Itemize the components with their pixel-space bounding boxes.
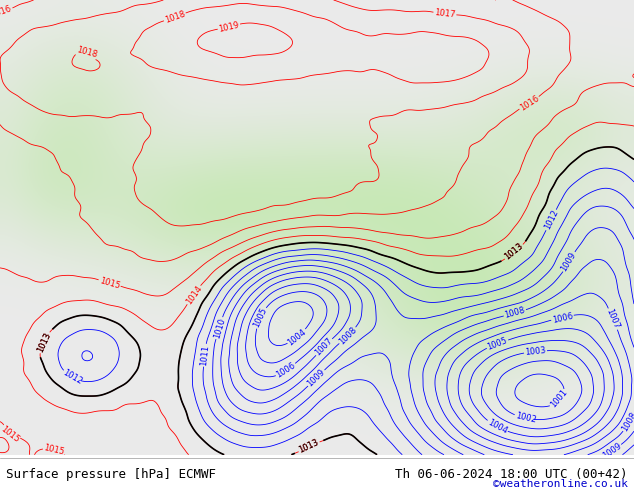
Text: 1003: 1003 xyxy=(524,346,547,357)
Text: 1008: 1008 xyxy=(337,325,359,346)
Text: 1008: 1008 xyxy=(503,306,526,320)
Text: 1002: 1002 xyxy=(514,412,537,425)
Text: 1015: 1015 xyxy=(0,424,20,444)
Text: 1013: 1013 xyxy=(36,331,53,354)
Text: 1005: 1005 xyxy=(252,306,269,329)
Text: 1013: 1013 xyxy=(36,331,53,354)
Text: 1009: 1009 xyxy=(560,250,578,273)
Text: 1015: 1015 xyxy=(43,443,65,457)
Text: 1006: 1006 xyxy=(551,311,574,324)
Text: 1004: 1004 xyxy=(286,327,308,347)
Text: 1013: 1013 xyxy=(503,242,525,262)
Text: 1015: 1015 xyxy=(98,276,121,290)
Text: 1001: 1001 xyxy=(548,388,569,410)
Text: ©weatheronline.co.uk: ©weatheronline.co.uk xyxy=(493,479,628,489)
Text: 1019: 1019 xyxy=(218,21,240,34)
Text: 1009: 1009 xyxy=(306,368,327,389)
Text: Th 06-06-2024 18:00 UTC (00+42): Th 06-06-2024 18:00 UTC (00+42) xyxy=(395,468,628,481)
Text: 1014: 1014 xyxy=(184,284,204,306)
Text: 1017: 1017 xyxy=(434,8,456,19)
Text: 1013: 1013 xyxy=(297,438,321,455)
Text: Surface pressure [hPa] ECMWF: Surface pressure [hPa] ECMWF xyxy=(6,468,216,481)
Text: 1018: 1018 xyxy=(75,45,98,60)
Text: 1006: 1006 xyxy=(275,361,297,380)
Text: 1005: 1005 xyxy=(486,336,508,352)
Text: 1013: 1013 xyxy=(297,438,321,455)
Text: 1011: 1011 xyxy=(199,344,210,366)
Text: 1012: 1012 xyxy=(543,209,560,231)
Text: 1012: 1012 xyxy=(61,368,84,387)
Text: 1010: 1010 xyxy=(212,317,226,340)
Text: 1018: 1018 xyxy=(164,9,186,24)
Text: 1016: 1016 xyxy=(518,93,540,112)
Text: 1008: 1008 xyxy=(621,410,634,433)
Text: 1004: 1004 xyxy=(486,417,508,436)
Text: 1013: 1013 xyxy=(503,242,525,262)
Text: 1007: 1007 xyxy=(314,337,335,358)
Text: 1009: 1009 xyxy=(601,441,623,461)
Text: 1007: 1007 xyxy=(604,308,621,331)
Text: 1016: 1016 xyxy=(0,4,13,20)
